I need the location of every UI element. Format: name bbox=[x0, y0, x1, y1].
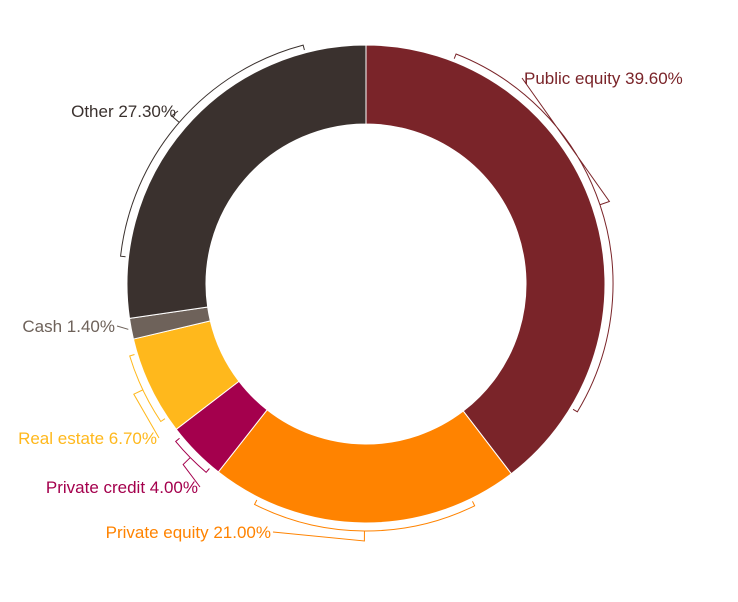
labels-group: Public equity 39.60% Private equity 21.00… bbox=[18, 69, 683, 542]
callout-private-credit bbox=[174, 437, 210, 488]
data-label-public-equity: Public equity 39.60% bbox=[524, 69, 683, 88]
slice-public-equity bbox=[365, 44, 606, 475]
data-label-real-estate: Real estate 6.70% bbox=[18, 429, 157, 448]
callout-private-equity bbox=[253, 499, 476, 542]
callout-other bbox=[120, 44, 305, 258]
callouts-group bbox=[116, 44, 614, 542]
data-label-other: Other 27.30% bbox=[71, 102, 176, 121]
data-label-private-credit: Private credit 4.00% bbox=[46, 478, 198, 497]
callout-public-equity bbox=[453, 53, 614, 413]
slice-private-equity bbox=[217, 409, 513, 524]
data-label-private-equity: Private equity 21.00% bbox=[106, 523, 271, 542]
slice-other bbox=[126, 44, 367, 319]
callout-real-estate bbox=[129, 354, 166, 439]
callout-cash bbox=[116, 325, 129, 330]
slices-group bbox=[126, 44, 606, 524]
data-label-cash: Cash 1.40% bbox=[22, 317, 115, 336]
